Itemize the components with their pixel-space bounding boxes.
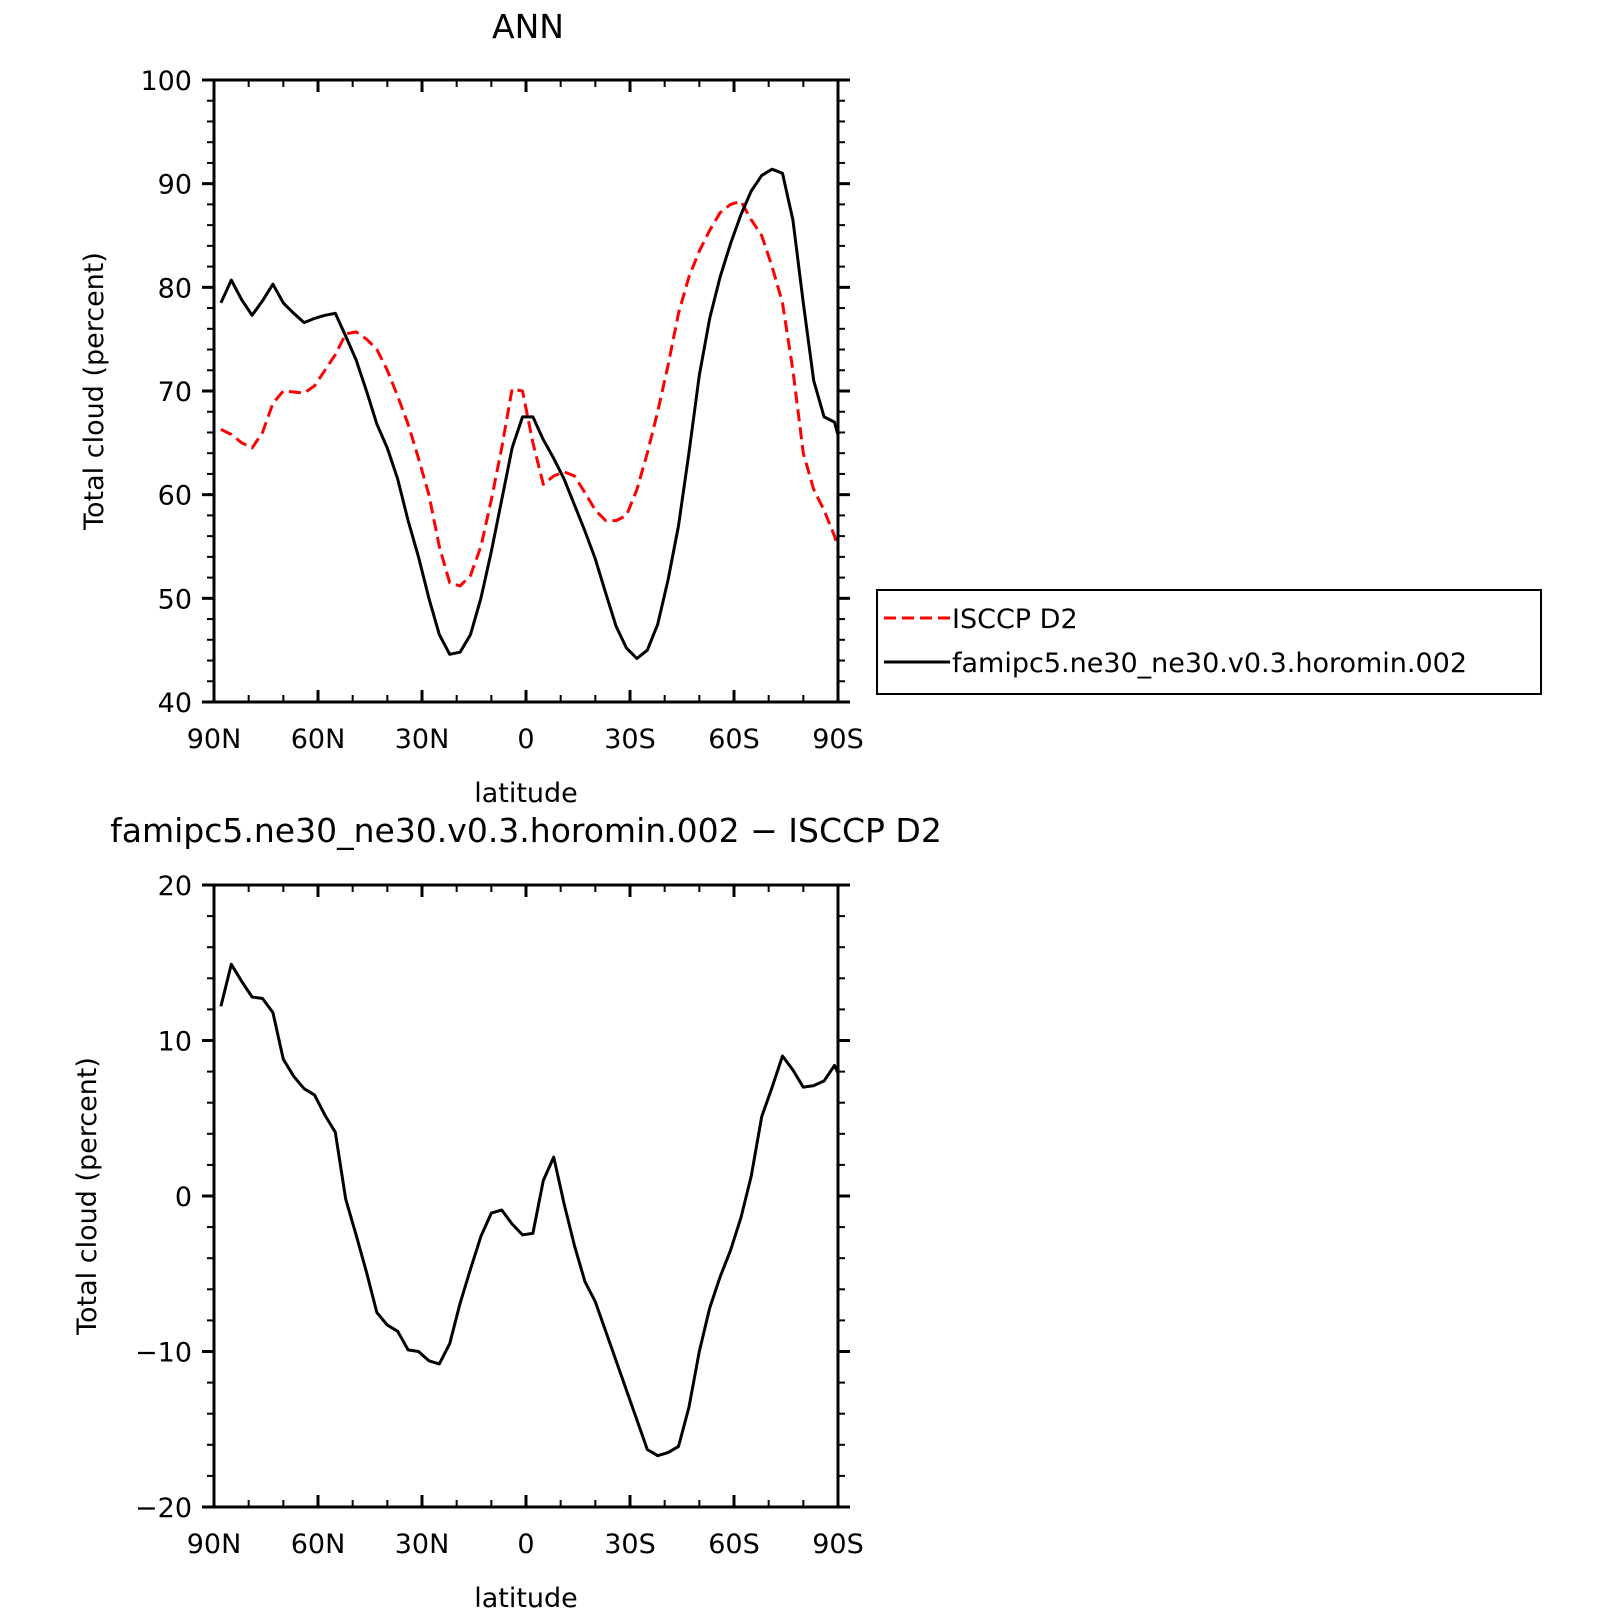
chart-top-xtick-label: 90S: [812, 724, 864, 755]
chart-top-ylabel: Total cloud (percent): [79, 252, 110, 531]
chart-bottom-frame: [212, 883, 840, 1509]
chart-top-ytick-label: 80: [158, 273, 192, 304]
chart-bottom-ytick-label: 0: [175, 1182, 192, 1213]
legend-label-isccp: ISCCP D2: [952, 604, 1078, 635]
legend: ISCCP D2 famipc5.ne30_ne30.v0.3.horomin.…: [876, 589, 1542, 695]
chart-top-ytick-label: 70: [158, 377, 192, 408]
chart-bottom-title: famipc5.ne30_ne30.v0.3.horomin.002 − ISC…: [110, 811, 942, 850]
chart-bottom-xtick-label: 90S: [812, 1529, 864, 1560]
chart-bottom-ytick-label: 20: [158, 871, 192, 902]
chart-top-xtick-label: 30S: [604, 724, 656, 755]
chart-bottom-xtick-label: 60S: [708, 1529, 760, 1560]
chart-bottom-xtick-label: 0: [517, 1529, 534, 1560]
chart-top-series-line-1: [219, 167, 838, 660]
chart-top-ytick-label: 90: [158, 170, 192, 201]
chart-bottom: famipc5.ne30_ne30.v0.3.horomin.002 − ISC…: [72, 811, 942, 1613]
chart-top-xtick-label: 0: [517, 724, 534, 755]
chart-top-ytick-label: 40: [158, 688, 192, 719]
chart-top-ytick-label: 100: [140, 66, 192, 97]
chart-top-frame: [212, 78, 840, 704]
chart-bottom-ticks: 90N 60N 30N 0 30S 60S 90S −20 −10 0 10 20: [135, 871, 864, 1560]
chart-bottom-ylabel: Total cloud (percent): [72, 1057, 103, 1336]
chart-bottom-series: [219, 962, 838, 1458]
chart-bottom-ytick-label: −10: [135, 1338, 192, 1369]
chart-bottom-xtick-label: 30N: [395, 1529, 450, 1560]
chart-bottom-xtick-label: 60N: [291, 1529, 346, 1560]
chart-bottom-ytick-label: 10: [158, 1027, 192, 1058]
chart-top-xlabel: latitude: [474, 778, 578, 809]
chart-top-xtick-label: 60S: [708, 724, 760, 755]
chart-top: ANN 90N 60N 30N 0 30S 60S 90S 40 50 60 70 80 90 100 T…: [79, 7, 1542, 809]
chart-top-series-line-0: [220, 199, 838, 588]
chart-top-xtick-label: 90N: [187, 724, 242, 755]
legend-box: [876, 589, 1542, 695]
chart-top-ticks: 90N 60N 30N 0 30S 60S 90S 40 50 60 70 80 90 100: [140, 66, 863, 755]
chart-bottom-xtick-label: 30S: [604, 1529, 656, 1560]
chart-top-ytick-label: 50: [158, 584, 192, 615]
chart-top-series: [219, 167, 838, 660]
chart-top-xtick-label: 60N: [291, 724, 346, 755]
chart-bottom-ytick-label: −20: [135, 1493, 192, 1524]
chart-top-title: ANN: [492, 7, 564, 46]
chart-top-xtick-label: 30N: [395, 724, 450, 755]
chart-bottom-xlabel: latitude: [474, 1583, 578, 1613]
chart-bottom-series-line-0: [219, 962, 838, 1458]
chart-top-ytick-label: 60: [158, 481, 192, 512]
chart-bottom-xtick-label: 90N: [187, 1529, 242, 1560]
legend-label-famipc5: famipc5.ne30_ne30.v0.3.horomin.002: [952, 648, 1467, 679]
